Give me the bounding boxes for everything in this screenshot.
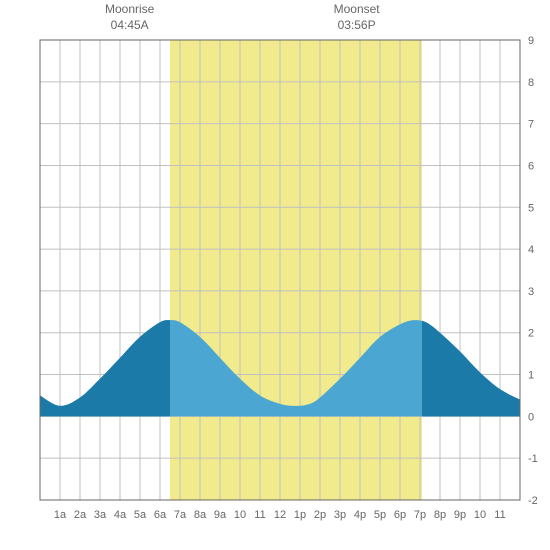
svg-text:7p: 7p bbox=[414, 509, 426, 521]
svg-text:9: 9 bbox=[528, 35, 534, 47]
svg-text:4a: 4a bbox=[114, 509, 127, 521]
svg-text:10: 10 bbox=[234, 509, 246, 521]
tide-chart: Moonrise 04:45A Moonset 03:56P 1a2a3a4a5… bbox=[0, 0, 550, 550]
svg-text:3: 3 bbox=[528, 286, 534, 298]
chart-svg: 1a2a3a4a5a6a7a8a9a1011121p2p3p4p5p6p7p8p… bbox=[0, 0, 550, 550]
svg-text:5: 5 bbox=[528, 202, 534, 214]
moonset-time: 03:56P bbox=[338, 18, 376, 32]
svg-text:12: 12 bbox=[274, 509, 286, 521]
svg-text:8a: 8a bbox=[194, 509, 207, 521]
svg-text:1: 1 bbox=[528, 370, 534, 382]
moonrise-time: 04:45A bbox=[111, 18, 149, 32]
svg-text:9a: 9a bbox=[214, 509, 227, 521]
svg-text:1p: 1p bbox=[294, 509, 306, 521]
moonset-title: Moonset bbox=[334, 2, 380, 16]
svg-text:7a: 7a bbox=[174, 509, 187, 521]
svg-text:8: 8 bbox=[528, 77, 534, 89]
svg-text:11: 11 bbox=[254, 509, 265, 521]
svg-text:-1: -1 bbox=[528, 453, 538, 465]
svg-text:2p: 2p bbox=[314, 509, 326, 521]
svg-text:2: 2 bbox=[528, 328, 534, 340]
moonset-label: Moonset 03:56P bbox=[334, 2, 380, 33]
svg-text:6p: 6p bbox=[394, 509, 406, 521]
svg-text:6: 6 bbox=[528, 160, 534, 172]
moonrise-title: Moonrise bbox=[105, 2, 154, 16]
svg-text:2a: 2a bbox=[74, 509, 87, 521]
svg-text:0: 0 bbox=[528, 411, 534, 423]
svg-text:3a: 3a bbox=[94, 509, 107, 521]
moonrise-label: Moonrise 04:45A bbox=[105, 2, 154, 33]
svg-text:8p: 8p bbox=[434, 509, 446, 521]
svg-text:6a: 6a bbox=[154, 509, 167, 521]
svg-text:11: 11 bbox=[494, 509, 505, 521]
svg-text:10: 10 bbox=[474, 509, 486, 521]
svg-text:3p: 3p bbox=[334, 509, 346, 521]
svg-text:5p: 5p bbox=[374, 509, 386, 521]
svg-text:7: 7 bbox=[528, 119, 534, 131]
svg-text:-2: -2 bbox=[528, 495, 538, 507]
svg-text:5a: 5a bbox=[134, 509, 147, 521]
svg-text:9p: 9p bbox=[454, 509, 466, 521]
svg-text:4p: 4p bbox=[354, 509, 366, 521]
svg-text:4: 4 bbox=[528, 244, 534, 256]
svg-text:1a: 1a bbox=[54, 509, 67, 521]
